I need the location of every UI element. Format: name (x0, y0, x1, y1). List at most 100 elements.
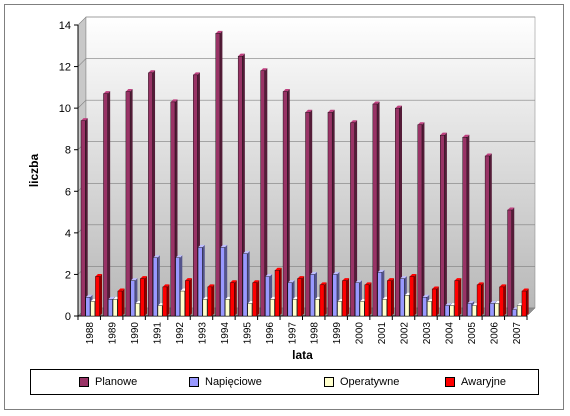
bar-planowe-1997 (282, 91, 288, 317)
bar-top (462, 134, 470, 138)
bar-napięciowe-2006 (489, 303, 495, 317)
bar-planowe-2006 (484, 155, 490, 317)
bar-awaryjne-1996 (274, 270, 280, 317)
bar-awaryjne-2000 (364, 284, 370, 317)
bar-planowe-2007 (507, 209, 512, 317)
bar-top (117, 288, 125, 292)
bar-awaryjne-2002 (409, 276, 415, 317)
bar-planowe-1994 (215, 33, 221, 317)
bar-top (175, 255, 183, 258)
bar-top (372, 101, 380, 104)
bar-napięciowe-1995 (242, 253, 248, 317)
bar-top (432, 286, 439, 289)
bar-napięciowe-1991 (152, 257, 158, 317)
x-tick-label: 2001 (377, 322, 388, 345)
bar-top (440, 132, 447, 136)
bar-side (489, 153, 492, 316)
bar-top (215, 30, 223, 34)
bar-top (275, 267, 282, 271)
bar-side (436, 286, 439, 316)
y-tick-label: 12 (59, 62, 71, 74)
bar-top (85, 294, 93, 298)
bar-operatywne-1994 (225, 299, 230, 317)
bar-napięciowe-2000 (355, 282, 360, 317)
gridline (77, 99, 535, 109)
legend-swatch-awaryjne (445, 377, 455, 387)
bar-napięciowe-2001 (377, 272, 383, 317)
bar-napięciowe-2003 (422, 297, 427, 317)
bar-top (103, 91, 111, 94)
legend-item-napieciowe: Napięciowe (189, 376, 262, 388)
bar-side (399, 105, 402, 317)
bar-napięciowe-2005 (467, 303, 472, 317)
bar-planowe-1999 (327, 112, 333, 317)
legend-label-planowe: Planowe (95, 376, 138, 388)
bar-top (287, 280, 295, 283)
bar-top (148, 70, 156, 73)
legend-item-planowe: Planowe (79, 376, 137, 388)
x-tick-label: 1998 (310, 322, 321, 345)
bar-planowe-1991 (148, 72, 153, 317)
bar-operatywne-1988 (90, 301, 95, 317)
bar-awaryjne-2006 (499, 286, 504, 317)
bar-planowe-2001 (372, 103, 378, 317)
x-tick-label: 1999 (332, 322, 343, 345)
bar-napięciowe-2004 (444, 305, 450, 317)
bar-operatywne-2001 (382, 299, 387, 317)
bar-operatywne-1990 (135, 303, 140, 317)
bar-napięciowe-1994 (220, 247, 225, 317)
bar-napięciowe-1993 (197, 247, 203, 317)
bar-top (485, 153, 492, 156)
bar-side (413, 274, 417, 316)
bar-napięciowe-1988 (85, 297, 91, 317)
bar-side (242, 53, 245, 317)
bar-side (332, 109, 335, 316)
bar-planowe-2000 (350, 122, 355, 317)
bar-side (211, 284, 215, 316)
bar-side (189, 278, 192, 316)
bar-napięciowe-1997 (287, 282, 293, 317)
bar-awaryjne-1988 (95, 276, 100, 317)
bar-top (198, 244, 205, 248)
bar-operatywne-2005 (472, 305, 477, 317)
bar-operatywne-2003 (427, 301, 432, 317)
bar-side (481, 282, 484, 316)
bar-top (355, 280, 362, 283)
x-tick-label: 1988 (85, 322, 96, 345)
bar-operatywne-1996 (270, 299, 275, 317)
bar-operatywne-1991 (157, 305, 163, 317)
bar-napięciowe-2007 (512, 309, 517, 317)
bar-side (324, 282, 327, 316)
bar-side (309, 109, 313, 316)
bar-side (152, 70, 156, 316)
bar-side (99, 274, 103, 316)
bar-operatywne-1999 (337, 301, 342, 317)
legend: Planowe Napięciowe Operatywne Awaryjne (30, 369, 539, 395)
bar-top (238, 53, 245, 57)
bar-planowe-1992 (170, 101, 176, 317)
bar-top (283, 89, 290, 92)
bar-awaryjne-2007 (521, 290, 527, 317)
bar-top (521, 288, 529, 292)
bar-side (256, 280, 260, 316)
bar-top (140, 276, 147, 279)
bar-top (467, 301, 475, 304)
bar-top (342, 278, 350, 281)
bar-top (125, 89, 133, 92)
bar-planowe-1996 (260, 70, 266, 317)
bar-planowe-1989 (103, 93, 108, 317)
bar-side (166, 284, 170, 316)
bar-top (297, 276, 305, 279)
bar-planowe-1998 (305, 112, 310, 317)
bar-top (364, 282, 372, 285)
bar-top (477, 282, 484, 285)
bar-top (377, 269, 385, 273)
bar-operatywne-2007 (516, 305, 522, 317)
bar-top (350, 120, 358, 123)
legend-swatch-planowe (79, 377, 89, 387)
bar-top (162, 284, 170, 287)
bar-top (170, 99, 178, 102)
legend-item-awaryjne: Awaryjne (445, 376, 506, 388)
bar-top (310, 271, 317, 275)
bar-top (305, 109, 313, 113)
